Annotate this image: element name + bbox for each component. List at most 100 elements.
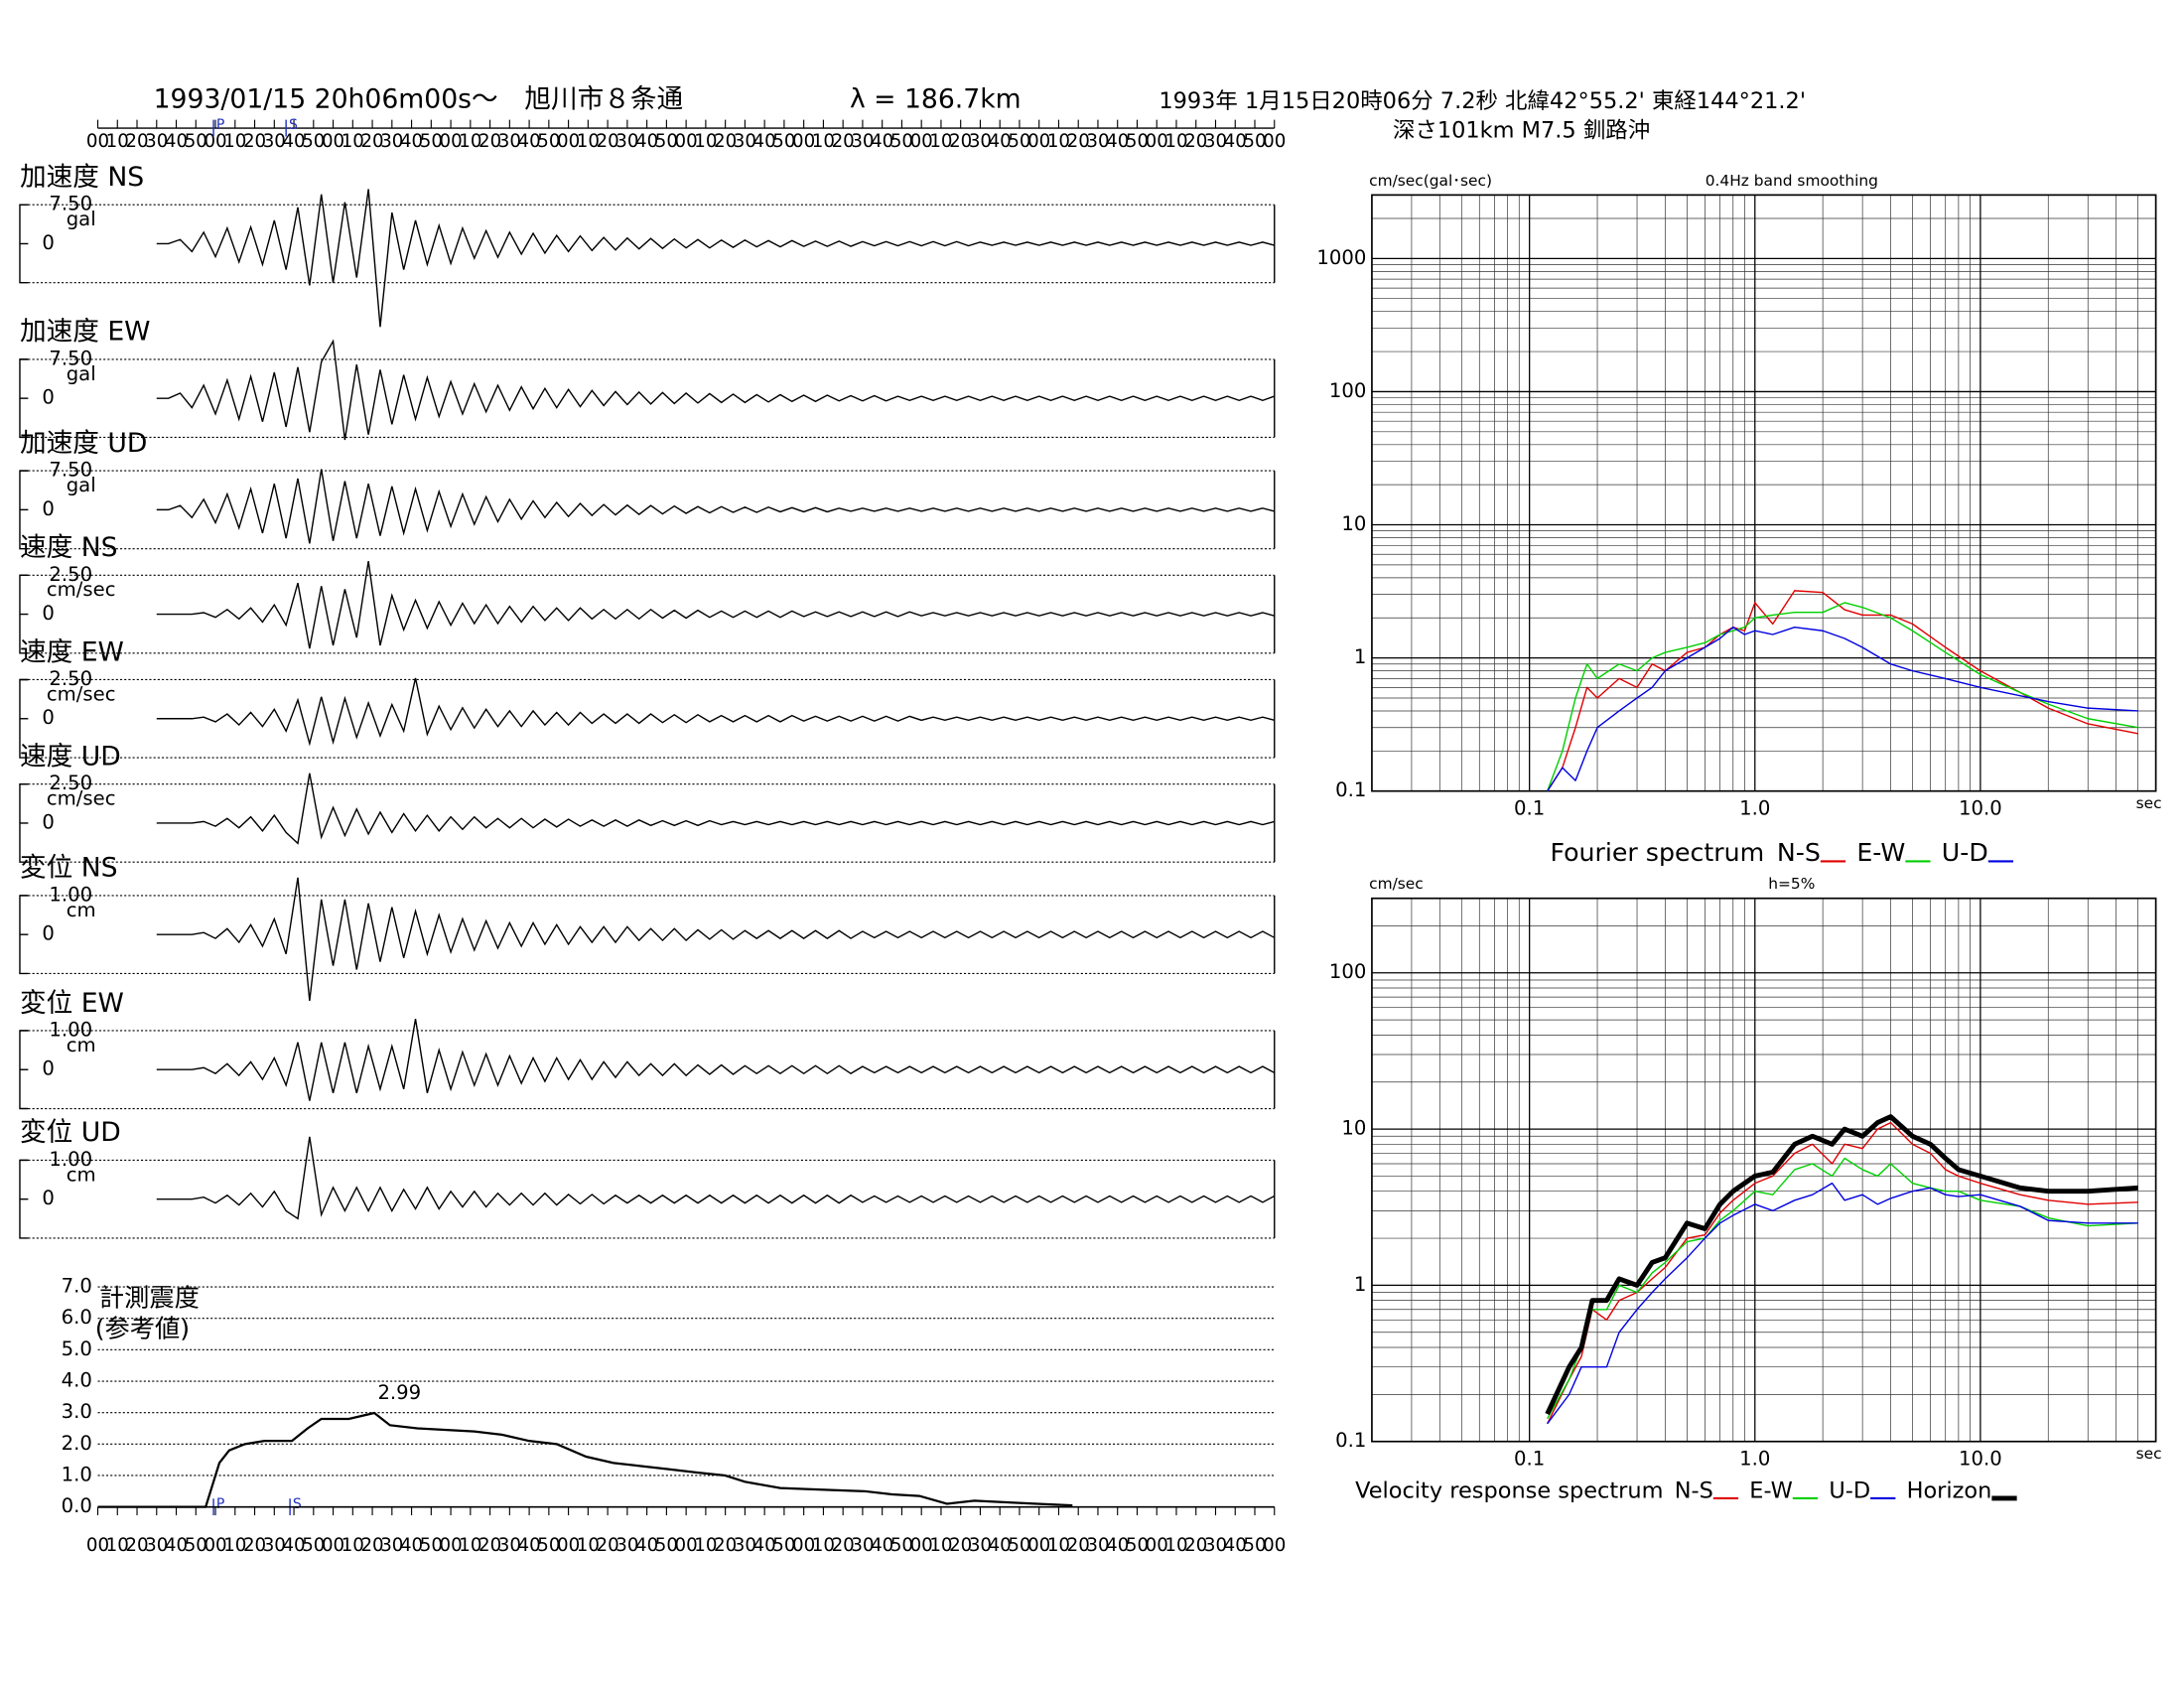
- x-tick-label: 00: [439, 131, 462, 152]
- x-tick-label: 50: [1243, 131, 1266, 152]
- x-tick-label: 30: [969, 131, 992, 152]
- waveform-trace: [156, 339, 1275, 441]
- x-tick-label: 00: [1027, 131, 1050, 152]
- unit-label: cm/sec: [47, 787, 116, 810]
- plot-frame: [1371, 194, 2157, 792]
- x-tick-label: 0.1: [1514, 1447, 1545, 1470]
- legend-label: N-S: [1675, 1478, 1713, 1504]
- y-tick-label: 100: [1329, 379, 1366, 402]
- y-tick-label: 0: [42, 706, 55, 729]
- x-tick-label: 30: [263, 1535, 286, 1556]
- x-tick-label: 20: [478, 131, 501, 152]
- x-tick-label: 10: [1164, 1535, 1187, 1556]
- unit-label: gal: [67, 362, 96, 385]
- x-tick-label: 20: [125, 1535, 148, 1556]
- x-tick-label: 00: [910, 1535, 933, 1556]
- y-tick-label: 0.1: [1335, 778, 1366, 801]
- x-tick-label: 40: [753, 1535, 776, 1556]
- x-tick-label: 20: [360, 131, 383, 152]
- trace-label: 速度 NS: [20, 532, 118, 563]
- legend-label: E-W: [1856, 838, 1905, 867]
- x-tick-label: 50: [1126, 1535, 1149, 1556]
- legend-label: U-D: [1829, 1478, 1870, 1504]
- x-tick-label: 20: [832, 1535, 855, 1556]
- x-tick-label: 20: [125, 131, 148, 152]
- intensity-line: [97, 1411, 1073, 1508]
- x-tick-label: 30: [1204, 1535, 1227, 1556]
- x-tick-label: 40: [1106, 131, 1129, 152]
- x-tick-label: 50: [302, 1535, 325, 1556]
- x-tick-label: 30: [380, 131, 403, 152]
- x-tick-label: 00: [86, 131, 109, 152]
- x-tick-label: 10: [223, 131, 246, 152]
- x-tick-label: 10: [929, 1535, 952, 1556]
- y-tick-label: 6.0: [62, 1306, 92, 1329]
- x-tick-label: 20: [1067, 1535, 1090, 1556]
- x-tick-label: 10: [812, 1535, 835, 1556]
- x-tick-label: 00: [675, 1535, 698, 1556]
- x-tick-label: 10: [694, 1535, 717, 1556]
- x-tick-label: 00: [86, 1535, 109, 1556]
- x-tick-label: 30: [734, 1535, 756, 1556]
- y-tick-label: 2.50: [49, 667, 92, 690]
- y-tick-label: 7.0: [62, 1275, 92, 1298]
- y-tick-label: 2.50: [49, 563, 92, 586]
- x-tick-label: 50: [1008, 1535, 1030, 1556]
- spectrum-line: [1546, 602, 2138, 791]
- waveform-trace: [156, 677, 1275, 747]
- x-tick-label: 40: [753, 131, 776, 152]
- x-tick-label: 40: [282, 1535, 305, 1556]
- x-tick-label: 10: [341, 131, 364, 152]
- y-tick-label: 10: [1341, 1117, 1366, 1140]
- header-event: 1993年 1月15日20時06分 7.2秒 北緯42°55.2' 東経144°…: [1159, 88, 1806, 114]
- x-tick-label: 30: [615, 1535, 638, 1556]
- x-tick-label: 10: [1164, 131, 1187, 152]
- x-tick-label: 40: [400, 1535, 423, 1556]
- x-tick-label: 40: [282, 131, 305, 152]
- unit-label: gal: [67, 474, 96, 496]
- x-tick-label: 30: [1086, 1535, 1109, 1556]
- x-tick-label: 20: [1184, 131, 1207, 152]
- y-tick-label: 0: [42, 810, 55, 833]
- header-lambda: λ = 186.7km: [850, 83, 1022, 114]
- x-tick-label: 30: [145, 131, 168, 152]
- x-tick-label: 10.0: [1959, 1447, 2002, 1470]
- y-tick-label: 10: [1341, 512, 1366, 535]
- x-tick-label: 20: [1067, 131, 1090, 152]
- trace-label: 加速度 UD: [20, 428, 147, 459]
- spectrum-line: [1545, 1114, 2138, 1416]
- x-tick-label: 10: [459, 1535, 481, 1556]
- trace-label: 変位 UD: [20, 1117, 121, 1148]
- x-tick-label: 40: [518, 1535, 541, 1556]
- x-tick-label: 10: [459, 131, 481, 152]
- waveform-trace: [156, 1019, 1276, 1101]
- x-tick-label: 10: [812, 131, 835, 152]
- x-tick-label: 1.0: [1739, 796, 1770, 819]
- x-tick-label: 20: [478, 1535, 501, 1556]
- x-tick-label: 10: [1047, 131, 1070, 152]
- x-tick-label: 30: [498, 131, 521, 152]
- x-tick-label: 30: [1204, 131, 1227, 152]
- unit-label: cm: [67, 1163, 96, 1186]
- x-tick-label: 50: [420, 1535, 443, 1556]
- unit-label: cm/sec: [47, 682, 116, 705]
- x-tick-label: 50: [302, 131, 325, 152]
- x-tick-label: 20: [243, 1535, 266, 1556]
- x-tick-label: 0.1: [1514, 796, 1545, 819]
- x-tick-label: 30: [498, 1535, 521, 1556]
- y-tick-label: 0: [42, 1187, 55, 1209]
- x-tick-label: 10: [223, 1535, 246, 1556]
- x-tick-label: 50: [655, 1535, 678, 1556]
- x-tick-label: 20: [597, 1535, 619, 1556]
- x-tick-label: 40: [1224, 1535, 1247, 1556]
- trace-label: 速度 EW: [20, 636, 124, 667]
- y-tick-label: 0: [42, 1057, 55, 1080]
- spectrum-line: [1547, 1121, 2138, 1425]
- x-tick-label: 40: [871, 131, 893, 152]
- x-tick-label: 40: [635, 1535, 658, 1556]
- x-tick-label: 10: [106, 131, 129, 152]
- x-tick-label: 00: [1027, 1535, 1050, 1556]
- x-tick-label: 50: [1126, 131, 1149, 152]
- legend-label: E-W: [1749, 1478, 1793, 1504]
